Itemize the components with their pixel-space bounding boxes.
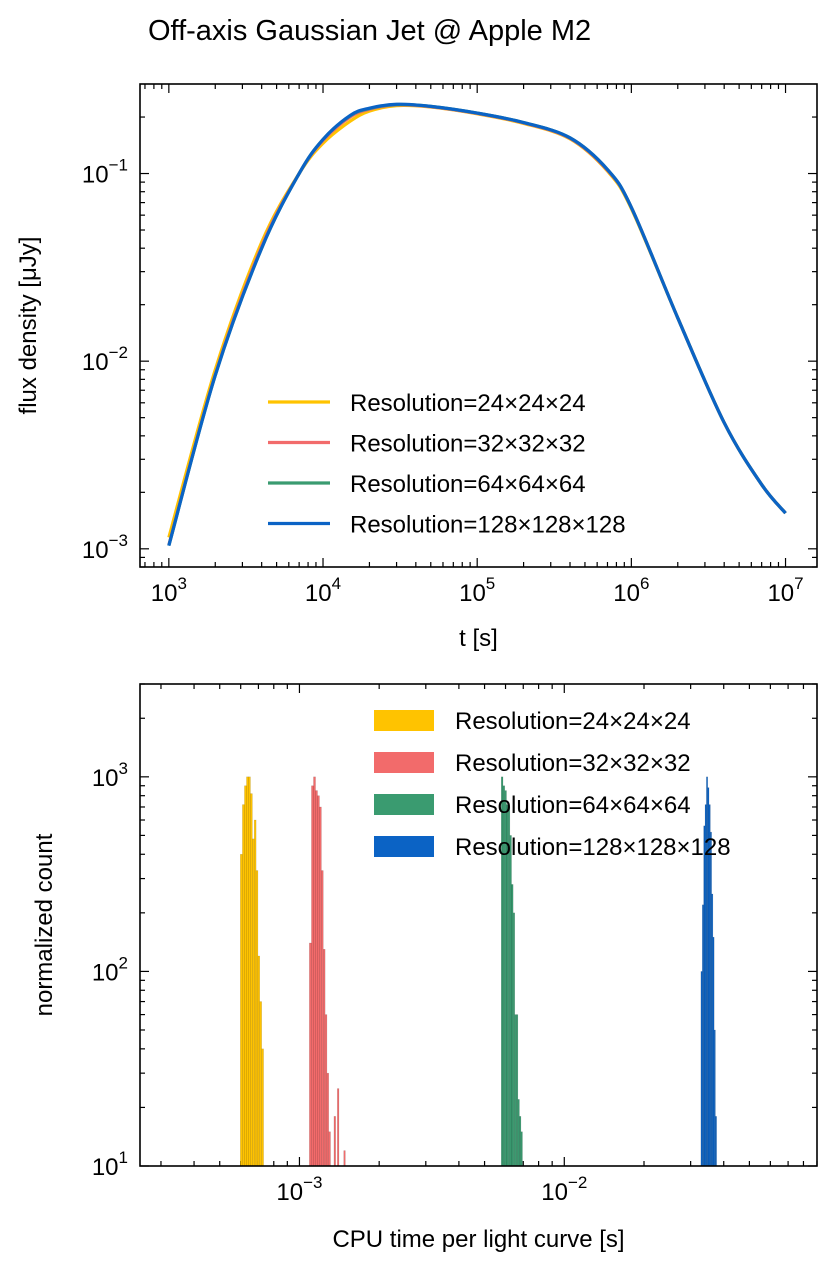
legend-label: Resolution=32×32×32	[455, 750, 691, 777]
legend-label: Resolution=32×32×32	[350, 431, 586, 458]
light-curve-x-tick-label: 107	[767, 574, 803, 607]
cpu-time-y-tick-label: 102	[92, 953, 128, 986]
light-curve-x-tick-label: 105	[459, 574, 495, 607]
cpu-time-x-axis-label: CPU time per light curve [s]	[332, 1226, 624, 1253]
histogram-bar	[319, 806, 322, 1167]
histogram-bar	[323, 948, 326, 1167]
histogram-bar	[715, 1116, 717, 1167]
histogram-bar	[259, 1001, 262, 1167]
histogram-bar	[240, 854, 243, 1167]
histogram-bar	[248, 776, 251, 1167]
histogram-bar	[242, 804, 245, 1167]
cpu-time-y-axis-label: normalized count	[31, 833, 58, 1016]
legend-label: Resolution=24×24×24	[350, 390, 586, 417]
histogram-bar	[333, 1116, 336, 1167]
light-curve-legend: Resolution=24×24×24 Resolution=32×32×32 Re…	[268, 390, 626, 539]
cpu-time-histograms	[240, 776, 717, 1167]
histogram-bar	[244, 785, 247, 1167]
histogram-bar	[343, 1150, 346, 1167]
light-curve-line	[167, 102, 787, 547]
light-curve-y-axis-label: flux density [μJy]	[15, 237, 42, 415]
light-curve-axis-ticks: 103 104 105 106 107 10−3 10−2 10−1	[82, 84, 817, 607]
cpu-time-y-tick-label: 101	[92, 1148, 128, 1181]
legend-label: Resolution=64×64×64	[455, 792, 691, 819]
light-curve-y-tick-label: 10−1	[82, 156, 128, 189]
histogram-bar	[321, 870, 324, 1167]
histogram-bar	[246, 776, 249, 1167]
cpu-time-x-tick-label: 10−3	[276, 1173, 322, 1206]
cpu-time-plot-area	[139, 683, 818, 1167]
light-curve-panel: 103 104 105 106 107 10−3 10−2 10−1 t [s] flux d…	[15, 83, 818, 652]
light-curve-series	[167, 102, 787, 547]
histogram-bar	[326, 1072, 329, 1167]
cpu-time-panel: 10−3 10−2 101 102 103 CPU time per light cur…	[31, 683, 818, 1253]
histogram-bar	[324, 1014, 328, 1167]
legend-label: Resolution=64×64×64	[350, 471, 586, 498]
histogram-bar	[253, 819, 257, 1167]
legend-patch-swatch	[374, 752, 434, 773]
light-curve-x-tick-label: 104	[305, 574, 341, 607]
cpu-time-axis-ticks: 10−3 10−2 101 102 103	[92, 683, 818, 1206]
light-curve-x-axis-label: t [s]	[459, 625, 498, 652]
histogram-bar	[337, 1088, 340, 1167]
light-curve-y-tick-label: 10−3	[82, 531, 128, 564]
light-curve-y-tick-label: 10−2	[82, 343, 128, 376]
legend-patch-swatch	[374, 794, 434, 815]
histogram-bar	[317, 795, 320, 1167]
legend-patch-swatch	[374, 710, 434, 731]
histogram-bar	[257, 955, 260, 1167]
light-curve-x-tick-label: 103	[151, 574, 187, 607]
legend-label: Resolution=24×24×24	[455, 708, 691, 735]
legend-label: Resolution=128×128×128	[350, 512, 626, 539]
histogram-bar	[309, 942, 312, 1167]
histogram-bar	[250, 793, 253, 1167]
legend-patch-swatch	[374, 836, 434, 857]
histogram-bar	[255, 870, 259, 1167]
histogram-bar	[313, 776, 316, 1167]
histogram-bar	[328, 1131, 331, 1167]
histogram-bar	[315, 790, 318, 1167]
histogram-bar	[252, 838, 255, 1167]
histogram-bar	[311, 785, 314, 1167]
light-curve-plot-area	[139, 83, 818, 568]
light-curve-x-tick-label: 106	[613, 574, 649, 607]
cpu-time-legend: Resolution=24×24×24 Resolution=32×32×32 Re…	[374, 708, 731, 861]
legend-label: Resolution=128×128×128	[455, 834, 731, 861]
cpu-time-x-tick-label: 10−2	[541, 1173, 587, 1206]
histogram-bar	[520, 1131, 523, 1167]
histogram-bar	[261, 1048, 264, 1167]
cpu-time-y-tick-label: 103	[92, 759, 128, 792]
figure-title: Off-axis Gaussian Jet @ Apple M2	[148, 15, 591, 47]
